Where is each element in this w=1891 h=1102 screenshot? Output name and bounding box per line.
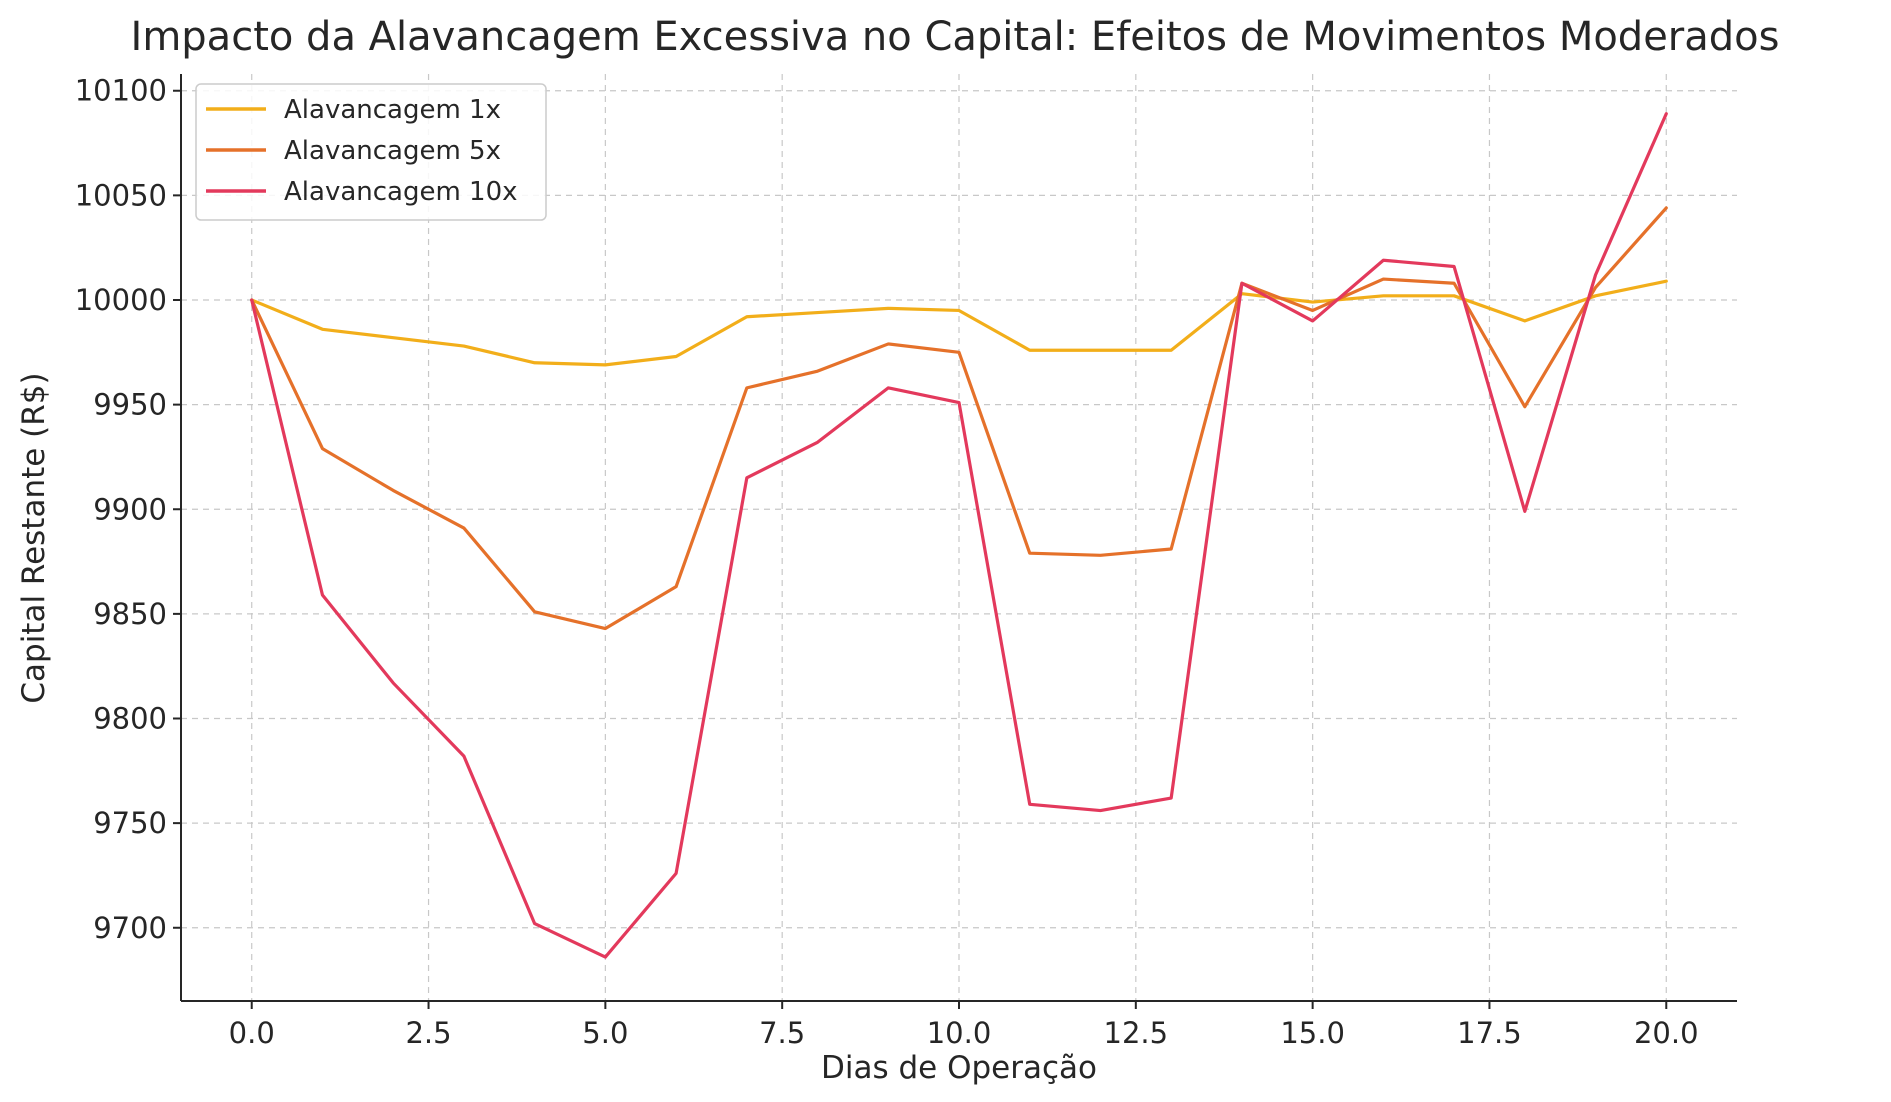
x-tick-label: 17.5 <box>1457 1016 1522 1050</box>
x-ticks: 0.0 2.5 5.0 7.5 10.0 12.5 15.0 17.5 20.0 <box>229 1001 1699 1050</box>
x-axis-label: Dias de Operação <box>821 1050 1097 1086</box>
x-tick-label: 7.5 <box>759 1016 805 1050</box>
x-tick-label: 5.0 <box>582 1016 628 1050</box>
chart-title: Impacto da Alavancagem Excessiva no Capi… <box>131 14 1780 60</box>
y-ticks: 9700 9750 9800 9850 9900 9950 10000 10050 10100 <box>75 74 181 945</box>
legend-label-2: Alavancagem 5x <box>284 136 501 166</box>
series-line-3 <box>250 112 1668 959</box>
x-tick-label: 15.0 <box>1280 1016 1345 1050</box>
x-tick-label: 20.0 <box>1634 1016 1699 1050</box>
legend: Alavancagem 1x Alavancagem 5x Alavancagem … <box>195 83 547 221</box>
y-tick-label: 10100 <box>75 74 167 108</box>
legend-label-1: Alavancagem 1x <box>284 95 501 125</box>
series-line-1 <box>250 279 1668 367</box>
y-tick-label: 10050 <box>75 178 167 212</box>
y-tick-label: 10000 <box>75 283 167 317</box>
x-tick-label: 0.0 <box>229 1016 275 1050</box>
y-tick-label: 9900 <box>93 492 167 526</box>
y-tick-label: 9950 <box>93 388 167 422</box>
legend-label-3: Alavancagem 10x <box>284 177 518 207</box>
y-axis-label: Capital Restante (R$) <box>16 372 52 703</box>
y-tick-label: 9850 <box>93 597 167 631</box>
y-tick-label: 9700 <box>93 911 167 945</box>
x-tick-label: 2.5 <box>405 1016 451 1050</box>
y-tick-label: 9800 <box>93 702 167 736</box>
x-tick-label: 10.0 <box>927 1016 992 1050</box>
y-tick-label: 9750 <box>93 806 167 840</box>
legend-box <box>195 83 547 221</box>
series-line-2 <box>250 206 1668 631</box>
x-tick-label: 12.5 <box>1104 1016 1169 1050</box>
grid <box>181 74 1737 1001</box>
series-layer <box>250 112 1668 959</box>
